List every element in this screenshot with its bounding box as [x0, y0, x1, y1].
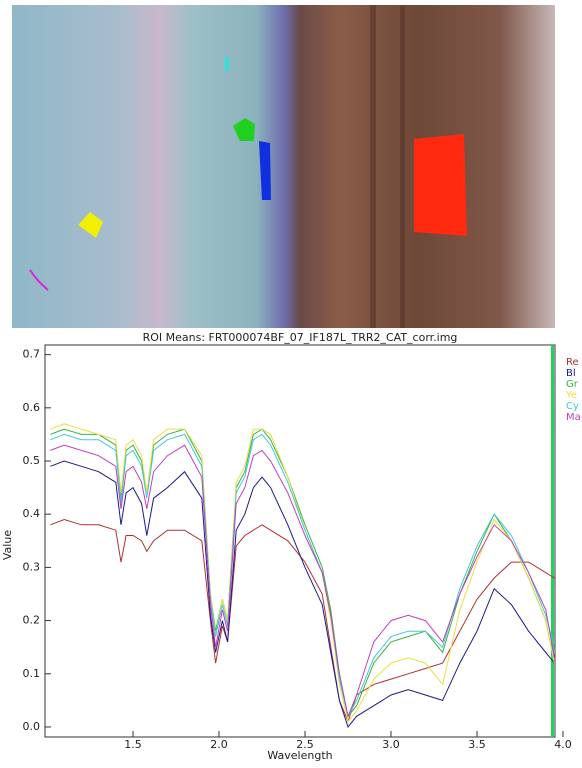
- x-tick-label: 2.5: [296, 738, 314, 751]
- roi-cyan: [225, 57, 229, 71]
- x-tick-label: 3.0: [382, 738, 400, 751]
- scene-ridge: [400, 5, 405, 328]
- x-tick-label: 2.0: [210, 738, 228, 751]
- chart-title: ROI Means: FRT000074BF_07_IF187L_TRR2_CA…: [143, 331, 458, 344]
- y-axis-label: Value: [1, 530, 14, 560]
- spectrum-line: [50, 520, 554, 722]
- legend-label: Ye: [565, 390, 577, 401]
- spectrum-line: [50, 434, 554, 716]
- legend-bar: [551, 345, 554, 737]
- y-tick-label: 0.0: [23, 720, 41, 733]
- y-tick-label: 0.6: [23, 401, 41, 414]
- y-tick-label: 0.7: [23, 348, 41, 361]
- spectrum-line: [50, 424, 554, 722]
- y-tick-label: 0.4: [23, 507, 41, 520]
- x-tick-label: 4.0: [554, 738, 572, 751]
- scene-image: [12, 5, 555, 328]
- plot-frame: [45, 345, 555, 737]
- spectrum-line: [50, 461, 554, 727]
- spectrum-line: [50, 445, 554, 716]
- roi-red: [414, 134, 467, 236]
- legend-label: Bl: [566, 368, 576, 379]
- legend-label: Gr: [566, 379, 579, 390]
- y-tick-label: 0.1: [23, 667, 41, 680]
- legend-label: Cy: [566, 401, 579, 412]
- legend-label: Ma: [566, 412, 581, 423]
- y-tick-label: 0.5: [23, 454, 41, 467]
- y-tick-label: 0.2: [23, 614, 41, 627]
- legend-label: Re: [566, 357, 579, 368]
- screen: ROI Means: FRT000074BF_07_IF187L_TRR2_CA…: [0, 0, 582, 764]
- x-tick-label: 3.5: [468, 738, 486, 751]
- y-tick-label: 0.3: [23, 560, 41, 573]
- scene-ridge: [370, 5, 376, 328]
- x-tick-label: 1.5: [124, 738, 142, 751]
- page: ROI Means: FRT000074BF_07_IF187L_TRR2_CA…: [0, 0, 582, 768]
- image-panel: [12, 5, 555, 328]
